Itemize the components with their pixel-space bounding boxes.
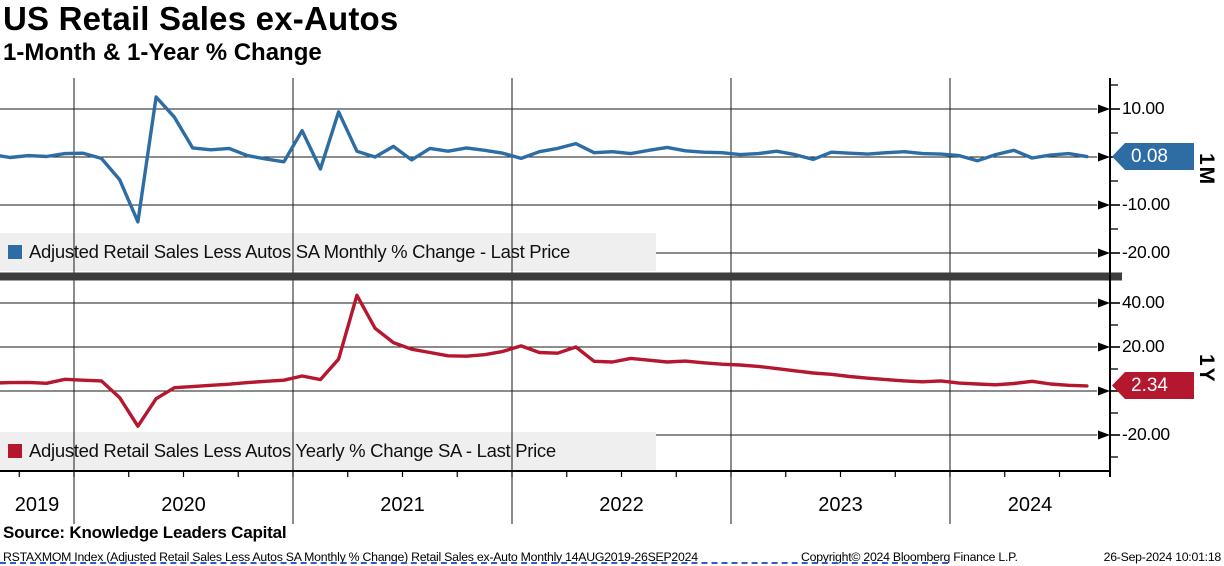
x-axis-year-label: 2022 bbox=[599, 494, 644, 516]
tick-arrow-icon bbox=[1098, 386, 1110, 396]
y-tick-label: -10.00 bbox=[1122, 194, 1170, 214]
y-tick-label: -20.00 bbox=[1122, 424, 1170, 444]
legend-swatch-blue-icon bbox=[8, 245, 22, 259]
legend-swatch-red-icon bbox=[8, 444, 22, 458]
y-tick-label: -20.00 bbox=[1122, 242, 1170, 262]
y-tick-label: 10.00 bbox=[1122, 98, 1165, 118]
source-line: Source: Knowledge Leaders Capital bbox=[3, 523, 287, 542]
series-line-1y bbox=[0, 293, 1089, 428]
x-axis-year-label: 2020 bbox=[161, 494, 206, 516]
x-axis-year-label: 2021 bbox=[380, 494, 425, 516]
legend-box bbox=[0, 233, 656, 271]
legend-1y: Adjusted Retail Sales Less Autos Yearly … bbox=[8, 438, 556, 464]
legend-1m-label: Adjusted Retail Sales Less Autos SA Mont… bbox=[29, 241, 570, 262]
x-axis-year-label: 2023 bbox=[818, 494, 863, 516]
x-axis-year-label: 2024 bbox=[1007, 494, 1053, 516]
last-price-badge-1m: 0.08 bbox=[1112, 143, 1194, 170]
page-subtitle: 1-Month & 1-Year % Change bbox=[3, 38, 322, 66]
legend-1y-label: Adjusted Retail Sales Less Autos Yearly … bbox=[29, 440, 556, 461]
panel-divider bbox=[0, 272, 1122, 281]
footer-ticker-text: RSTAXMOM Index (Adjusted Retail Sales Le… bbox=[3, 550, 698, 564]
footer-copyright: Copyright© 2024 Bloomberg Finance L.P. bbox=[801, 550, 1018, 564]
tick-arrow-icon bbox=[1098, 200, 1110, 210]
panel-axis-label-1y: 1Y bbox=[1195, 354, 1218, 384]
tick-arrow-icon bbox=[1098, 430, 1110, 440]
page-title: US Retail Sales ex-Autos bbox=[3, 0, 399, 37]
tick-arrow-icon bbox=[1098, 248, 1110, 258]
title-block: US Retail Sales ex-Autos 1-Month & 1-Yea… bbox=[3, 0, 399, 66]
legend-1m: Adjusted Retail Sales Less Autos SA Mont… bbox=[8, 239, 570, 265]
legend-box bbox=[0, 432, 656, 470]
tick-arrow-icon bbox=[1098, 298, 1110, 308]
y-tick-label: 40.00 bbox=[1122, 292, 1165, 312]
bottom-dashed-rule bbox=[0, 562, 948, 564]
tick-arrow-icon bbox=[1098, 342, 1110, 352]
x-axis-year-label: 2019 bbox=[14, 494, 60, 516]
tick-arrow-icon bbox=[1098, 152, 1110, 162]
panel-axis-label-1m: 1M bbox=[1195, 153, 1218, 187]
footer-timestamp: 26-Sep-2024 10:01:18 bbox=[1103, 550, 1222, 564]
tick-arrow-icon bbox=[1098, 104, 1110, 114]
y-tick-label: 20.00 bbox=[1122, 336, 1165, 356]
last-price-badge-1y: 2.34 bbox=[1112, 372, 1194, 399]
series-line-1m bbox=[0, 95, 1089, 224]
